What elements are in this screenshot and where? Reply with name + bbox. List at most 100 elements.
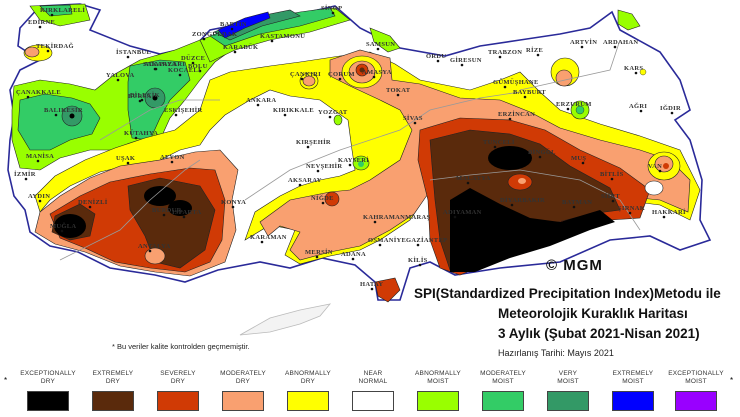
city-label: AYDIN xyxy=(28,193,50,200)
city-marker-icon xyxy=(331,11,335,15)
legend-label: MODERATELY xyxy=(480,370,526,377)
moist-zone-northwest xyxy=(11,3,241,171)
isolated-features xyxy=(299,55,647,303)
city-marker-icon xyxy=(662,215,666,219)
city-marker-icon xyxy=(138,99,142,103)
cyprus-outline xyxy=(239,303,332,336)
city-label: ADAPAZARI xyxy=(144,61,185,68)
city-label: VAN xyxy=(648,163,662,170)
city-label: BİNGÖL xyxy=(528,149,556,156)
legend-label: EXTREMELY xyxy=(92,370,134,377)
city-marker-icon xyxy=(510,203,514,207)
city-label: AMASYA xyxy=(362,69,392,76)
legend-label: MOIST xyxy=(622,378,644,385)
city-label: EDİRNE xyxy=(28,19,55,26)
city-label: BİTLİS xyxy=(600,171,624,178)
city-marker-icon xyxy=(321,201,325,205)
title-line-2: Meteorolojik Kuraklık Haritası xyxy=(498,306,688,321)
legend-item-severely-dry: SEVERELY DRY xyxy=(145,370,211,411)
city-marker-icon xyxy=(493,145,497,149)
title-line-1: SPI(Standardized Precipitation Index)Met… xyxy=(414,286,721,301)
city-label: AFYON xyxy=(160,154,185,161)
city-marker-icon xyxy=(536,53,540,57)
legend-marker-left: * xyxy=(4,376,8,385)
city-marker-icon xyxy=(148,249,152,253)
legend-label: MOIST xyxy=(557,378,579,385)
city-label: KOCAELİ xyxy=(168,67,201,74)
city-label: ESKİŞEHİR xyxy=(164,107,202,114)
city-marker-icon xyxy=(116,78,120,82)
legend-label: EXCEPTIONALLY xyxy=(20,370,76,377)
city-marker-icon xyxy=(348,163,352,167)
city-marker-icon xyxy=(46,49,50,53)
city-label: SİNOP xyxy=(321,5,342,12)
city-label: TUNCELİ xyxy=(483,139,515,146)
city-marker-icon xyxy=(581,161,585,165)
city-marker-icon xyxy=(418,263,422,267)
city-label: KARS xyxy=(624,65,643,72)
legend-label: VERY xyxy=(558,370,578,377)
legend-label: DRY xyxy=(170,378,186,385)
city-label: SİVAS xyxy=(403,115,423,122)
city-label: GİRESUN xyxy=(450,57,482,64)
city-label: KİLİS xyxy=(408,257,428,264)
city-label: ARTVİN xyxy=(570,39,597,46)
legend-item-extremely-dry: EXTREMELY DRY xyxy=(80,370,146,411)
city-label: GAZİANTEP xyxy=(406,237,447,244)
legend-label: EXCEPTIONALLY xyxy=(668,370,724,377)
city-marker-icon xyxy=(508,117,512,121)
city-marker-icon xyxy=(413,121,417,125)
city-marker-icon xyxy=(466,181,470,185)
city-marker-icon xyxy=(134,136,138,140)
legend-label: DRY xyxy=(40,378,56,385)
legend-swatch xyxy=(352,391,394,411)
city-label: KÜTAHYA xyxy=(124,130,158,137)
city-marker-icon xyxy=(634,71,638,75)
city-marker-icon xyxy=(126,55,130,59)
city-label: ANTALYA xyxy=(138,243,171,250)
legend-label: EXTREMELY xyxy=(612,370,654,377)
city-label: BURDUR xyxy=(152,207,182,214)
city-marker-icon xyxy=(658,169,662,173)
city-label: BAYBURT xyxy=(513,89,546,96)
legend-item-near-normal: NEAR NORMAL xyxy=(340,370,406,411)
legend-item-very-moist: VERY MOIST xyxy=(535,370,601,411)
city-label: KIRŞEHİR xyxy=(296,139,331,146)
legend-label: NORMAL xyxy=(358,378,388,385)
city-marker-icon xyxy=(230,27,234,31)
city-label: KAYSERİ xyxy=(338,157,369,164)
legend-label: ABNORMALLY xyxy=(285,370,331,377)
city-marker-icon xyxy=(639,109,643,113)
legend-item-exceptionally-dry: EXCEPTIONALLY DRY xyxy=(15,370,81,411)
dry-zone-southeast xyxy=(417,117,681,276)
city-marker-icon xyxy=(174,113,178,117)
city-label: ISPARTA xyxy=(172,209,201,216)
city-label: ERZİNCAN xyxy=(498,111,535,118)
city-marker-icon xyxy=(460,63,464,67)
city-marker-icon xyxy=(566,107,570,111)
legend-swatch xyxy=(92,391,134,411)
city-label: ÇORUM xyxy=(328,71,355,78)
region-boundaries xyxy=(59,39,641,261)
city-marker-icon xyxy=(256,103,260,107)
city-label: KONYA xyxy=(221,199,246,206)
legend-item-moderately-dry: MODERATELY DRY xyxy=(210,370,276,411)
drought-map: KIRKLARELİEDİRNETEKİRDAĞİSTANBULSAKARYAA… xyxy=(7,3,712,336)
city-marker-icon xyxy=(376,47,380,51)
city-label: ORDU xyxy=(426,53,446,60)
prepared-date: Hazırlanış Tarihi: Mayıs 2021 xyxy=(498,348,614,358)
city-label: HATAY xyxy=(360,281,383,288)
city-label: BATMAN xyxy=(562,199,592,206)
city-label: MUŞ xyxy=(571,155,586,162)
city-marker-icon xyxy=(580,45,584,49)
city-marker-icon xyxy=(338,77,342,81)
city-marker-icon xyxy=(523,95,527,99)
city-marker-icon xyxy=(26,95,30,99)
legend-swatch xyxy=(27,391,69,411)
city-label: KASTAMONU xyxy=(260,33,305,40)
city-marker-icon xyxy=(36,159,40,163)
city-marker-icon xyxy=(306,145,310,149)
city-marker-icon xyxy=(88,205,92,209)
city-marker-icon xyxy=(38,199,42,203)
legend-marker-right: * xyxy=(730,376,734,385)
